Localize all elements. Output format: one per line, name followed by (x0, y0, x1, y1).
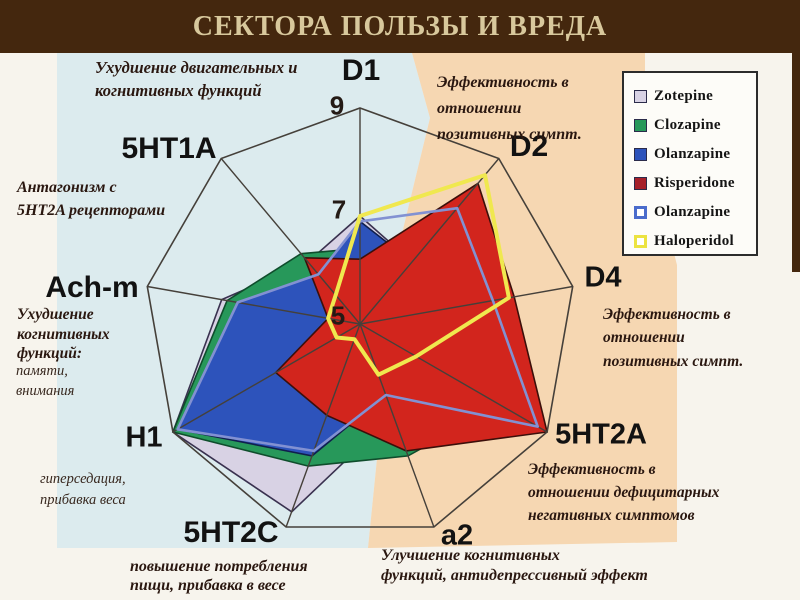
legend-item-olanzapine: Olanzapine (634, 140, 756, 169)
olanzapine-outline-swatch-icon (634, 206, 647, 219)
axis-label-h1: H1 (125, 421, 163, 454)
axis-label-ach-m: Ach-m (45, 271, 139, 304)
axis-label-5ht2a: 5HT2A (555, 418, 647, 451)
zotepine-swatch-icon (634, 90, 647, 103)
legend-item-haloperidol: Haloperidol (634, 227, 756, 256)
title-bar: СЕКТОРА ПОЛЬЗЫ И ВРЕДА (0, 0, 800, 53)
tick-label-9: 9 (329, 90, 345, 121)
annotation-cognitive-detail: памяти, внимания (16, 363, 75, 399)
annotation-positive-top: Эффективность в отношении позитивных сим… (437, 74, 582, 143)
annotation-antagonism: Антагонизм с 5HT2A рецепторами (17, 179, 166, 219)
haloperidol-swatch-icon (634, 235, 647, 248)
legend-item-zotepine: Zotepine (634, 82, 756, 111)
annotation-motor: Ухудшение двигательных и когнитивных фун… (95, 58, 298, 101)
clozapine-swatch-icon (634, 119, 647, 132)
slide-title: СЕКТОРА ПОЛЬЗЫ И ВРЕДА (192, 10, 608, 42)
olanzapine-swatch-icon (634, 148, 647, 161)
axis-label-d2: D2 (509, 130, 549, 163)
legend-item-olanzapine-outline: Olanzapine (634, 198, 756, 227)
annotation-negative: Эффективность в отношении дефицитарных н… (528, 461, 720, 524)
axis-label-5ht1a: 5HT1A (121, 132, 217, 165)
tick-label-5: 5 (330, 300, 346, 331)
axis-label-d4: D4 (584, 261, 622, 294)
chart-legend: Zotepine Clozapine Olanzapine Risperidon… (622, 71, 758, 256)
axis-label-a2: a2 (440, 519, 474, 552)
axis-label-5ht2c: 5HT2C (183, 516, 279, 549)
annotation-improvement: Улучшение когнитивных функций, антидепре… (381, 547, 648, 584)
annotation-positive-right: Эффективность в отношении позитивных сим… (603, 306, 744, 370)
legend-item-clozapine: Clozapine (634, 111, 756, 140)
right-border-strip (792, 0, 800, 272)
annotation-food: повышение потребления пищи, прибавка в в… (130, 558, 308, 595)
tick-label-7: 7 (331, 194, 347, 225)
annotation-cognitive: Ухудшение когнитивных функций: (17, 306, 110, 363)
legend-item-risperidone: Risperidone (634, 169, 756, 198)
axis-label-d1: D1 (341, 54, 381, 87)
annotation-hypersedation: гиперседация, прибавка веса (40, 471, 126, 508)
risperidone-swatch-icon (634, 177, 647, 190)
